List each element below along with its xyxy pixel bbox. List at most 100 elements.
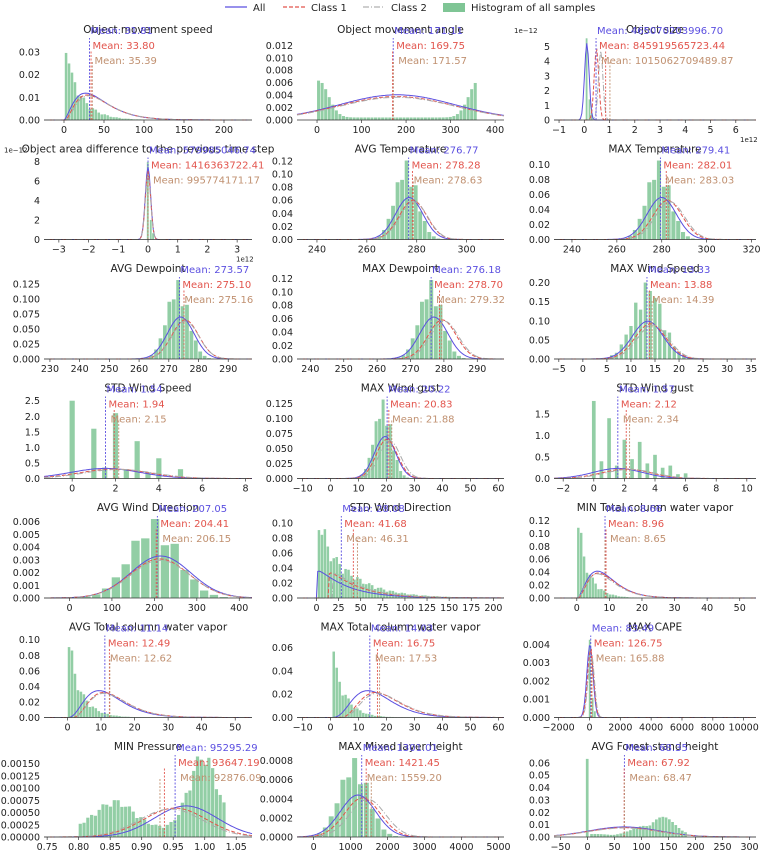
- mean-label-class1: Mean: 33.80: [92, 41, 154, 52]
- histogram-bar: [317, 530, 321, 598]
- x-tick-label: 0.85: [100, 842, 121, 850]
- histogram-bar: [629, 830, 632, 837]
- histogram-bar: [399, 471, 403, 479]
- y-tick-label: 0.12: [529, 516, 550, 527]
- histogram-bar: [356, 577, 359, 598]
- mean-label-class1: Mean: 845919565723.44: [599, 41, 725, 52]
- histogram-bar: [461, 358, 466, 359]
- histogram-bar: [379, 716, 383, 718]
- histogram-bar: [463, 104, 467, 120]
- histogram-bar: [622, 832, 626, 837]
- histogram-bar: [124, 716, 127, 718]
- histogram-bar: [97, 112, 101, 120]
- mean-label-class1: Mean: 275.10: [182, 280, 251, 291]
- x-tick-label: 50: [464, 484, 476, 495]
- mean-label-class2: Mean: 46.31: [346, 534, 408, 545]
- mean-label-class1: Mean: 1416363722.41: [151, 161, 264, 172]
- histogram-bar: [661, 816, 665, 837]
- chart-title: MAX CAPE: [628, 622, 682, 634]
- legend-label: Histogram of all samples: [471, 3, 595, 14]
- x-tick-label: 100: [396, 603, 414, 614]
- chart-title: Object movement angle: [337, 24, 464, 36]
- y-tick-label: 0.006: [266, 78, 293, 89]
- histogram-bar: [667, 819, 671, 837]
- curve-class1: [44, 319, 252, 360]
- y-tick-label: 2.0: [25, 412, 40, 423]
- x-tick-label: 6: [683, 484, 689, 495]
- y-tick-label: 0.075: [13, 310, 40, 321]
- legend-swatch: [443, 3, 465, 12]
- x-tick-label: 2: [632, 125, 638, 136]
- histogram-bar: [690, 238, 695, 240]
- histogram-bar: [648, 825, 652, 837]
- curve-class2: [44, 320, 252, 360]
- mean-label-all: Mean: 276.77: [410, 146, 479, 157]
- y-tick-label: 0.004: [266, 91, 293, 102]
- chart-title: AVG Total column water vapor: [69, 622, 228, 634]
- y-tick-label: 0.06: [272, 196, 293, 207]
- histogram-bar: [445, 117, 449, 120]
- histogram-bar: [438, 304, 443, 359]
- y-tick-label: 0.08: [272, 534, 293, 545]
- histogram-bar: [623, 596, 626, 598]
- histogram-bar: [585, 38, 588, 120]
- histogram-bars: [64, 52, 252, 120]
- histogram-bar: [645, 463, 650, 479]
- x-tick-label: 25: [333, 603, 345, 614]
- x-tick-label: 20: [636, 603, 648, 614]
- histogram-bar: [134, 441, 140, 479]
- x-tick-label: 100: [135, 125, 153, 136]
- mean-label-all: Mean: 1301.01: [363, 743, 438, 754]
- curve-all: [554, 43, 756, 121]
- x-tick-label: 8: [713, 484, 719, 495]
- x-tick-label: 0.80: [68, 842, 89, 850]
- y-tick-label: 0.02: [19, 697, 40, 708]
- x-tick-label: 0: [581, 125, 587, 136]
- histogram-bar: [320, 534, 324, 598]
- histogram-bar: [177, 469, 184, 479]
- histogram-bar: [363, 782, 369, 837]
- histogram-bar: [677, 828, 681, 837]
- histogram-bar: [642, 205, 647, 240]
- y-tick-label: 0.125: [266, 399, 293, 410]
- x-tick-label: 260: [358, 245, 376, 256]
- histogram-bar: [79, 96, 83, 120]
- histogram-bar: [381, 117, 385, 120]
- y-tick-label: 0.06: [529, 758, 550, 769]
- histogram-bar: [392, 450, 396, 479]
- histogram-bar: [82, 694, 86, 718]
- y-tick-label: 0.02: [529, 220, 550, 231]
- x-tick-label: 15: [649, 364, 661, 375]
- histogram-bar: [629, 325, 633, 359]
- y-tick-label: 0.005: [13, 530, 40, 541]
- y-tick-label: 1.0: [535, 431, 550, 442]
- histogram-bar: [334, 110, 338, 120]
- y-tick-label: 0.0008: [260, 756, 293, 767]
- y-tick-label: 0.00: [272, 594, 293, 605]
- histogram-bars: [585, 758, 687, 837]
- x-tick-label: 240: [301, 364, 319, 375]
- histogram-bar: [377, 117, 381, 120]
- y-tick-label: 0.03: [19, 47, 40, 58]
- y-tick-label: 0.04: [529, 783, 550, 794]
- y-tick-label: 0.0002: [260, 813, 293, 824]
- chart-title: MAX Total column water vapor: [321, 622, 482, 634]
- x-tick-label: 0: [586, 723, 592, 734]
- histogram-bar: [93, 815, 98, 837]
- histogram-bar: [370, 117, 374, 120]
- histogram-bar: [620, 596, 623, 598]
- histogram-bar: [76, 95, 80, 120]
- chart-title: AVG Wind Direction: [97, 502, 199, 514]
- histogram-bar: [637, 441, 642, 479]
- histogram-bars: [585, 38, 593, 120]
- histogram-bar: [335, 557, 338, 598]
- y-tick-label: 0.04: [529, 568, 550, 579]
- x-tick-label: 300: [442, 125, 460, 136]
- y-tick-label: 0.05: [529, 771, 550, 782]
- mean-label-class1: Mean: 12.49: [108, 639, 170, 650]
- histogram-bar: [671, 821, 674, 837]
- histogram-bar: [363, 117, 367, 120]
- x-tick-label: 0.90: [131, 842, 152, 850]
- histogram-bar: [85, 700, 89, 718]
- histogram-bar: [193, 340, 198, 359]
